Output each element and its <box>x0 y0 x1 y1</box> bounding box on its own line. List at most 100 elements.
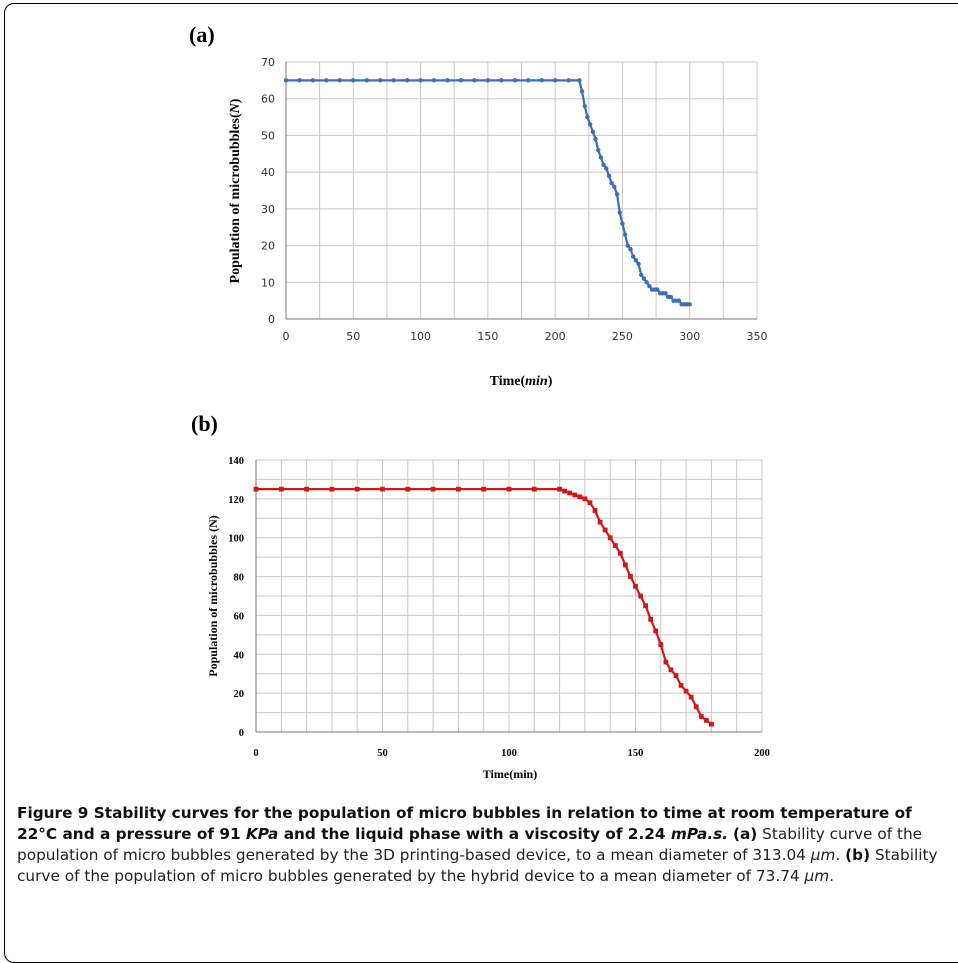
data-point <box>598 155 604 160</box>
y-tick-label: 40 <box>234 650 245 661</box>
x-tick-label: 50 <box>346 330 360 343</box>
data-point <box>597 519 603 525</box>
data-point <box>566 78 571 83</box>
y-tick-label: 0 <box>268 313 275 326</box>
data-point <box>663 291 668 296</box>
y-tick-label: 100 <box>228 534 244 545</box>
data-point <box>418 78 423 83</box>
data-point <box>587 500 593 506</box>
y-tick-label: 50 <box>261 129 275 142</box>
y-axis-title: Population of microbubbles(N) <box>228 98 243 283</box>
x-axis-title: Time(min) <box>490 374 553 389</box>
data-point <box>283 78 289 83</box>
data-point <box>562 488 568 494</box>
data-point <box>643 603 649 609</box>
y-tick-label: 140 <box>228 456 244 467</box>
x-tick-label: 0 <box>253 748 258 759</box>
data-point <box>709 721 714 727</box>
panel-b-label: (b) <box>191 411 218 436</box>
data-point <box>604 166 609 171</box>
data-point <box>678 682 684 688</box>
data-point <box>612 184 617 190</box>
data-point <box>693 704 699 710</box>
figure-charts: 0 50 100 150 200 250 300 350010203040506070Time… <box>206 56 770 781</box>
data-point <box>648 616 654 622</box>
data-point <box>577 78 582 83</box>
data-point <box>458 78 464 83</box>
data-point <box>633 583 638 589</box>
data-point <box>628 247 633 252</box>
caption-title: Figure 9 Stability curves for the popula… <box>17 804 912 843</box>
chart-a: 0 50 100 150 200 250 300 350 0 10 20 30 40 50 60 70 Time… <box>228 56 768 389</box>
data-point <box>354 486 360 492</box>
data-point <box>445 78 450 83</box>
x-tick-label: 100 <box>501 748 517 759</box>
data-point <box>614 191 620 197</box>
data-point <box>628 574 633 579</box>
x-tick-label: 350 <box>747 330 768 343</box>
data-point <box>676 298 682 303</box>
x-tick-label: 200 <box>754 748 770 759</box>
data-point <box>644 280 649 285</box>
data-point <box>688 694 694 700</box>
data-point <box>593 136 598 142</box>
data-point <box>653 628 659 634</box>
data-point <box>552 78 558 83</box>
data-point <box>663 659 669 665</box>
data-point <box>380 486 385 492</box>
data-point <box>607 535 613 541</box>
data-point <box>585 114 590 120</box>
data-point <box>567 490 573 496</box>
panel-a-label: (a) <box>189 22 215 47</box>
data-point <box>587 122 593 127</box>
data-point <box>612 543 618 548</box>
data-point <box>485 78 491 83</box>
data-point <box>512 78 517 83</box>
y-tick-label: 120 <box>228 495 244 506</box>
data-point <box>673 673 679 679</box>
data-point <box>617 210 622 215</box>
y-tick-label: 80 <box>234 573 245 584</box>
data-point <box>687 302 692 307</box>
data-point <box>658 642 664 647</box>
data-point <box>297 78 302 83</box>
data-point <box>633 258 639 263</box>
data-point <box>526 78 531 83</box>
data-point <box>601 162 606 167</box>
x-tick-label: 0 <box>283 330 290 343</box>
y-tick-label: 20 <box>261 240 275 253</box>
data-point <box>622 232 628 237</box>
data-point <box>596 147 601 153</box>
data-point <box>602 527 608 533</box>
data-point <box>405 486 411 492</box>
data-point <box>622 562 628 568</box>
data-point <box>636 261 641 267</box>
data-point <box>499 78 504 83</box>
data-point <box>378 78 383 83</box>
y-tick-label: 30 <box>261 203 275 216</box>
x-tick-label: 150 <box>477 330 498 343</box>
data-point <box>647 283 652 289</box>
data-point <box>506 486 512 492</box>
x-tick-label: 50 <box>377 748 388 759</box>
data-point <box>539 78 544 83</box>
x-tick-label: 250 <box>612 330 633 343</box>
data-point <box>582 103 587 109</box>
data-point <box>364 78 369 83</box>
data-point <box>703 717 709 723</box>
caption-body: (a) Stability curve of the population of… <box>17 825 938 885</box>
y-tick-label: 70 <box>261 56 275 69</box>
data-point <box>668 667 674 673</box>
data-point <box>698 714 704 719</box>
data-point <box>582 496 588 502</box>
data-point <box>531 486 537 492</box>
data-point <box>337 78 343 83</box>
x-tick-label: 300 <box>679 330 700 343</box>
data-point <box>609 180 614 186</box>
data-point <box>655 287 660 292</box>
data-point <box>278 486 284 492</box>
y-tick-label: 10 <box>261 276 275 289</box>
data-point <box>606 173 612 179</box>
data-point <box>557 486 562 492</box>
data-point <box>625 243 631 248</box>
